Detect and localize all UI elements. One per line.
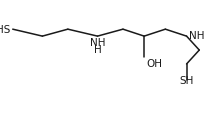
Text: NH: NH [189,31,204,41]
Text: NH: NH [90,38,105,48]
Text: HS: HS [0,25,11,35]
Text: H: H [94,45,101,55]
Text: SH: SH [179,76,194,85]
Text: OH: OH [146,59,162,69]
